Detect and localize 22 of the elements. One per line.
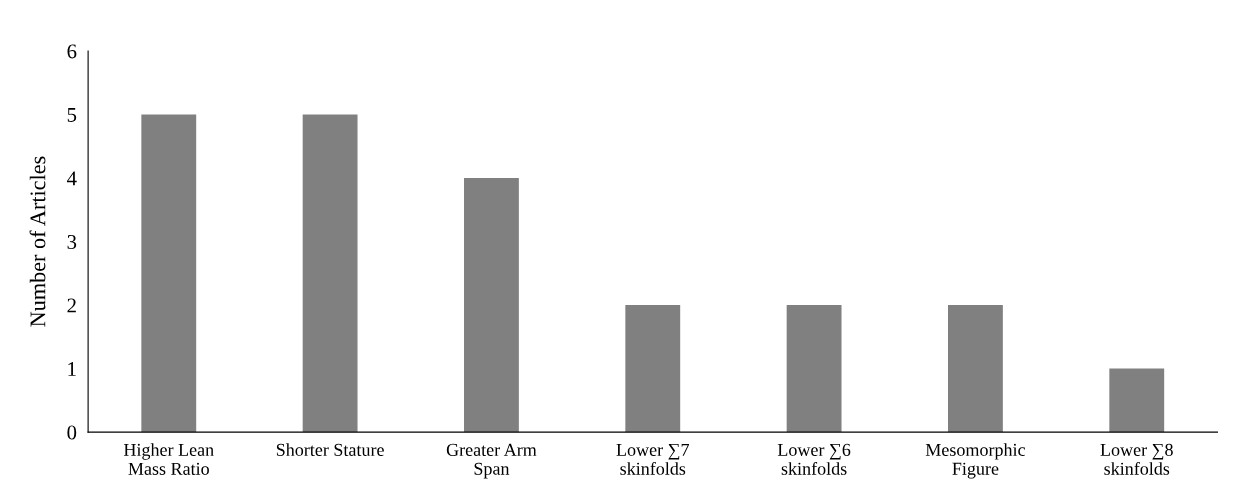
x-tick-label: Lower ∑7 skinfolds xyxy=(616,443,690,475)
y-tick-label: 1 xyxy=(68,362,76,376)
x-tick-label: Shorter Stature xyxy=(276,443,384,456)
x-tick-label: Lower ∑6 skinfolds xyxy=(777,443,851,475)
y-tick-label: 4 xyxy=(66,171,77,186)
x-tick-label: Lower ∑8 skinfolds xyxy=(1100,443,1173,475)
y-axis-title: Number of Articles xyxy=(29,156,46,327)
bar xyxy=(786,305,842,433)
y-tick-label: 0 xyxy=(67,425,77,440)
bar xyxy=(948,305,1003,433)
y-tick-label: 2 xyxy=(67,298,76,313)
bar xyxy=(625,305,681,433)
x-tick-label: Greater Arm Span xyxy=(446,443,537,479)
bar xyxy=(1109,368,1165,433)
x-tick-label: Mesomorphic Figure xyxy=(925,443,1026,479)
x-tick-label: Higher Lean Mass Ratio xyxy=(123,443,214,475)
bar xyxy=(302,114,358,433)
bar xyxy=(464,178,519,433)
bar xyxy=(141,114,197,433)
y-tick-label: 6 xyxy=(67,44,77,59)
y-tick-label: 3 xyxy=(67,234,77,249)
y-tick-label: 5 xyxy=(67,108,77,122)
